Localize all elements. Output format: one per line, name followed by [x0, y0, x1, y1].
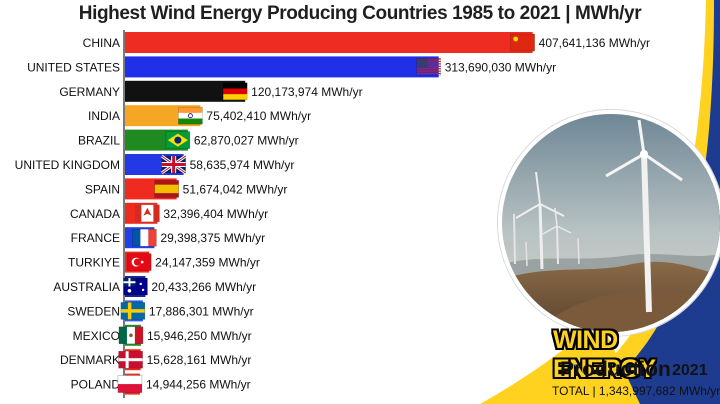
spain-flag-icon — [154, 180, 179, 198]
turkiye-flag-icon — [126, 253, 152, 271]
wind-turbine-photo — [498, 110, 720, 336]
australia-flag-icon — [123, 277, 148, 296]
brand-title: WIND ENERGY — [553, 326, 656, 383]
category-label-sweden: SWEDEN — [67, 304, 120, 318]
value-label-denmark: 15,628,161 MWh/yr — [147, 353, 252, 367]
france-flag-icon — [132, 228, 157, 247]
usa-flag-icon — [416, 58, 441, 76]
value-label-spain: 51,674,042 MWh/yr — [183, 182, 288, 196]
bar-germany — [125, 80, 246, 102]
category-label-france: FRANCE — [71, 231, 120, 245]
value-label-mexico: 15,946,250 MWh/yr — [147, 329, 252, 343]
category-label-spain: SPAIN — [85, 182, 120, 196]
brand-total: TOTAL | 1,343,997,682 MWh/yr — [552, 384, 720, 398]
category-label-denmark: DENMARK — [60, 353, 120, 367]
category-label-united-states: UNITED STATES — [27, 60, 120, 74]
canada-flag-icon — [135, 204, 160, 223]
value-label-canada: 32,396,404 MWh/yr — [163, 207, 268, 221]
chart-title: Highest Wind Energy Producing Countries … — [78, 3, 642, 24]
category-label-turkiye: TURKIYE — [68, 256, 120, 270]
value-label-united-states: 313,690,030 MWh/yr — [445, 60, 556, 74]
category-label-india: INDIA — [88, 109, 120, 123]
value-label-china: 407,641,136 MWh/yr — [539, 36, 650, 50]
category-label-poland: POLAND — [71, 378, 121, 392]
value-label-sweden: 17,886,301 MWh/yr — [149, 304, 254, 318]
brand-subtitle: Production — [560, 358, 671, 381]
category-label-canada: CANADA — [70, 207, 120, 221]
brand-year: 2021 — [672, 362, 708, 379]
mexico-flag-icon — [118, 326, 144, 345]
category-label-mexico: MEXICO — [73, 329, 120, 343]
yellow-swoosh-bottom — [480, 320, 640, 404]
value-label-turkiye: 24,147,359 MWh/yr — [155, 256, 260, 270]
value-label-india: 75,402,410 MWh/yr — [206, 109, 311, 123]
value-label-australia: 20,433,266 MWh/yr — [151, 280, 256, 294]
germany-flag-icon — [222, 82, 248, 101]
india-flag-icon — [178, 106, 203, 125]
category-label-germany: GERMANY — [59, 85, 120, 99]
category-label-brazil: BRAZIL — [78, 134, 120, 148]
sweden-flag-icon — [120, 302, 146, 320]
category-label-united-kingdom: UNITED KINGDOM — [15, 158, 120, 172]
poland-flag-icon — [117, 375, 143, 393]
category-label-australia: AUSTRALIA — [53, 280, 120, 294]
wind-turbine-illustration — [502, 114, 720, 332]
china-flag-icon — [510, 33, 535, 52]
bar-china — [125, 32, 533, 53]
value-label-germany: 120,173,974 MWh/yr — [251, 85, 362, 99]
value-label-france: 29,398,375 MWh/yr — [160, 231, 265, 245]
denmark-flag-icon — [118, 350, 143, 369]
brazil-flag-icon — [165, 131, 191, 149]
value-label-poland: 14,944,256 MWh/yr — [146, 378, 251, 392]
value-label-united-kingdom: 58,635,974 MWh/yr — [190, 158, 295, 172]
category-label-china: CHINA — [83, 36, 120, 50]
uk-flag-icon — [160, 154, 187, 175]
value-label-brazil: 62,870,027 MWh/yr — [194, 134, 299, 148]
bar-united-states — [125, 56, 439, 78]
